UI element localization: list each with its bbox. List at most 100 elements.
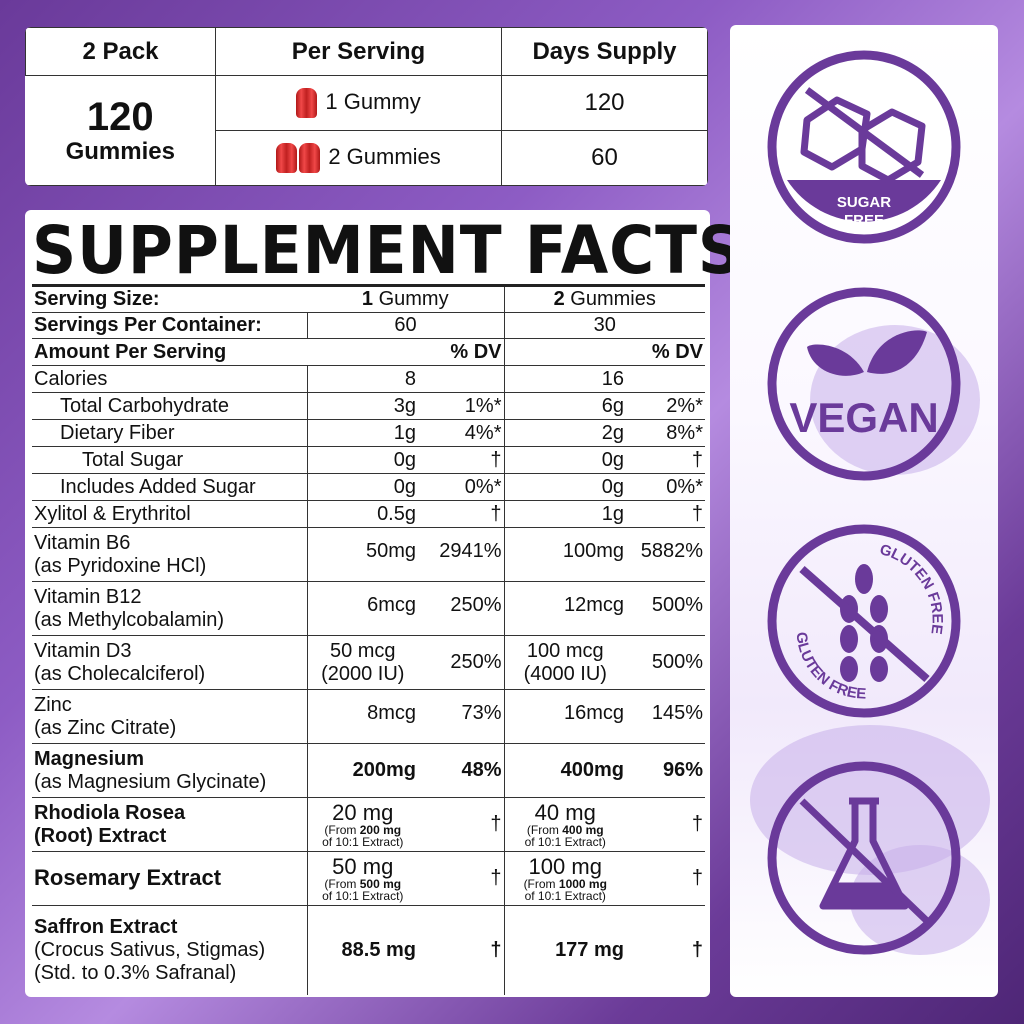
nutrient-row: Total Carbohydrate 3g 1%* 6g 2%*	[32, 392, 705, 420]
days-1: 120	[501, 75, 708, 131]
dv-2-gummies: 8%*	[626, 419, 705, 447]
dv-2-gummies: †	[626, 446, 705, 474]
serving-1: 1 Gummy	[215, 75, 502, 131]
dv-1-gummy: †	[418, 851, 504, 906]
gummy-icon	[296, 88, 318, 118]
amount-2-gummies: 400mg	[503, 743, 626, 798]
supplement-facts-panel: SUPPLEMENT FACTS Serving Size: 1 Gummy 2…	[25, 210, 744, 997]
amount-1-gummy: 6mcg	[306, 581, 418, 636]
dv-2-gummies: 5882%	[626, 527, 705, 582]
amount-1-gummy: 1g	[306, 419, 418, 447]
amount-1-gummy: 50 mcg (2000 IU)	[306, 635, 418, 690]
nutrient-name: Zinc	[34, 693, 72, 716]
badges-panel: SUGAR FREE VEGAN GLUTEN FREE GLUTEN FREE	[730, 25, 998, 997]
nutrient-name-2: (Root) Extract	[34, 824, 167, 847]
amount-2-gummies: 6g	[503, 392, 626, 420]
nutrient-source: (as Magnesium Glycinate)	[34, 770, 267, 793]
nutrient-row: Xylitol & Erythritol 0.5g † 1g †	[32, 500, 705, 528]
amount-2-gummies: 100mg	[503, 527, 626, 582]
svg-text:GLUTEN FREE: GLUTEN FREE	[878, 541, 946, 635]
dv-1-gummy: 1%*	[418, 392, 504, 420]
nutrient-name: Vitamin B12	[34, 585, 142, 608]
nutrient-name: Calories	[34, 367, 108, 390]
days-2: 60	[501, 130, 708, 186]
amount-2-gummies: 40 mg (From 400 mg of 10:1 Extract)	[503, 797, 626, 852]
dv-2-gummies	[626, 365, 705, 393]
amount-1-gummy: 0.5g	[306, 500, 418, 528]
dv-2-gummies: †	[626, 851, 705, 906]
amount-1-gummy: 200mg	[306, 743, 418, 798]
dv-1-gummy: †	[418, 446, 504, 474]
amount-1-gummy: 50mg	[306, 527, 418, 582]
nutrient-row: Vitamin D3 (as Cholecalciferol) 50 mcg (200…	[32, 635, 705, 690]
nutrient-row: Magnesium (as Magnesium Glycinate) 200mg 48…	[32, 743, 705, 798]
nutrient-row: Rosemary Extract 50 mg (From 500 mg of 10:1…	[32, 851, 705, 906]
svg-text:FREE: FREE	[844, 212, 884, 229]
gummy-count: 120 Gummies	[25, 75, 216, 186]
amount-2-gummies: 0g	[503, 473, 626, 501]
flask-crossed-icon	[799, 797, 930, 924]
nutrient-row: Vitamin B12 (as Methylcobalamin) 6mcg 250% 1…	[32, 581, 705, 636]
amount-2-gummies: 1g	[503, 500, 626, 528]
dv-2-gummies: 500%	[626, 581, 705, 636]
dv-1-gummy: †	[418, 500, 504, 528]
dv-2-gummies: 2%*	[626, 392, 705, 420]
vegan-badge: VEGAN	[767, 287, 961, 481]
nutrient-row: Total Sugar 0g † 0g †	[32, 446, 705, 474]
amount-2-gummies: 2g	[503, 419, 626, 447]
nutrient-source: (as Pyridoxine HCl)	[34, 554, 207, 577]
leaves-icon	[807, 330, 927, 376]
amount-1-gummy: 20 mg (From 200 mg of 10:1 Extract)	[306, 797, 418, 852]
svg-text:VEGAN: VEGAN	[789, 394, 938, 441]
dv-1-gummy	[418, 365, 504, 393]
dv-2-gummies: †	[626, 500, 705, 528]
facts-title: SUPPLEMENT FACTS	[32, 212, 744, 289]
dv-2-gummies: 145%	[626, 689, 705, 744]
dv-1-gummy: †	[490, 938, 502, 961]
dv-2-gummies: †	[626, 797, 705, 852]
amount-2-gummies: 0g	[503, 446, 626, 474]
nutrient-row: Zinc (as Zinc Citrate) 8mcg 73% 16mcg 145%	[32, 689, 705, 744]
header-pack: 2 Pack	[25, 27, 216, 76]
amount-2-gummies: 12mcg	[503, 581, 626, 636]
dv-1-gummy: 4%*	[418, 419, 504, 447]
nutrient-source: (Crocus Sativus, Stigmas)	[34, 938, 266, 961]
wheat-crossed-icon	[799, 564, 930, 683]
pack-info-table: 2 Pack Per Serving Days Supply 120 Gummie…	[25, 27, 708, 186]
no-chemicals-badge	[767, 761, 961, 955]
nutrient-row: Rhodiola Rosea (Root) Extract 20 mg (From 2…	[32, 797, 705, 852]
gluten-free-badge: GLUTEN FREE GLUTEN FREE	[767, 524, 961, 718]
nutrient-row: Saffron Extract (Crocus Sativus, Stigmas)…	[32, 905, 705, 995]
dv-1-gummy: 250%	[418, 581, 504, 636]
amount-1-gummy: 3g	[306, 392, 418, 420]
nutrient-source: (as Zinc Citrate)	[34, 716, 177, 739]
amount-2-gummies: 16mcg	[503, 689, 626, 744]
serving-2: 2 Gummies	[215, 130, 502, 186]
nutrient-name: Vitamin B6	[34, 531, 131, 554]
dv-2-gummies: 500%	[626, 635, 705, 690]
serving-size-row: Serving Size: 1 Gummy 2 Gummies	[32, 285, 705, 313]
nutrient-row: Dietary Fiber 1g 4%* 2g 8%*	[32, 419, 705, 447]
dv-2-gummies: †	[691, 938, 703, 961]
nutrient-source: (as Cholecalciferol)	[34, 662, 206, 685]
sugar-cubes-crossed-icon	[800, 87, 926, 184]
amount-2-gummies: 100 mcg (4000 IU)	[503, 635, 626, 690]
nutrient-name: Total Carbohydrate	[60, 394, 229, 417]
nutrient-row: Vitamin B6 (as Pyridoxine HCl) 50mg 2941% 10…	[32, 527, 705, 582]
amount-1-gummy: 88.5 mg	[306, 905, 418, 995]
nutrient-standard: (Std. to 0.3% Safranal)	[34, 961, 237, 984]
dv-1-gummy: 73%	[418, 689, 504, 744]
nutrient-name: Saffron Extract	[34, 915, 178, 938]
servings-per-container-row: Servings Per Container: 60 30	[32, 312, 705, 339]
sugar-free-badge: SUGAR FREE	[767, 50, 961, 244]
nutrient-source: (as Methylcobalamin)	[34, 608, 225, 631]
amount-1-gummy: 8	[306, 365, 418, 393]
amount-1-gummy: 0g	[306, 446, 418, 474]
nutrient-name: Magnesium	[34, 747, 145, 770]
nutrient-name: Rhodiola Rosea	[34, 801, 186, 824]
amount-1-gummy: 8mcg	[306, 689, 418, 744]
gummy-icon	[276, 143, 298, 173]
nutrient-name: Includes Added Sugar	[60, 475, 256, 498]
dv-1-gummy: 2941%	[418, 527, 504, 582]
svg-text:SUGAR: SUGAR	[837, 194, 891, 211]
